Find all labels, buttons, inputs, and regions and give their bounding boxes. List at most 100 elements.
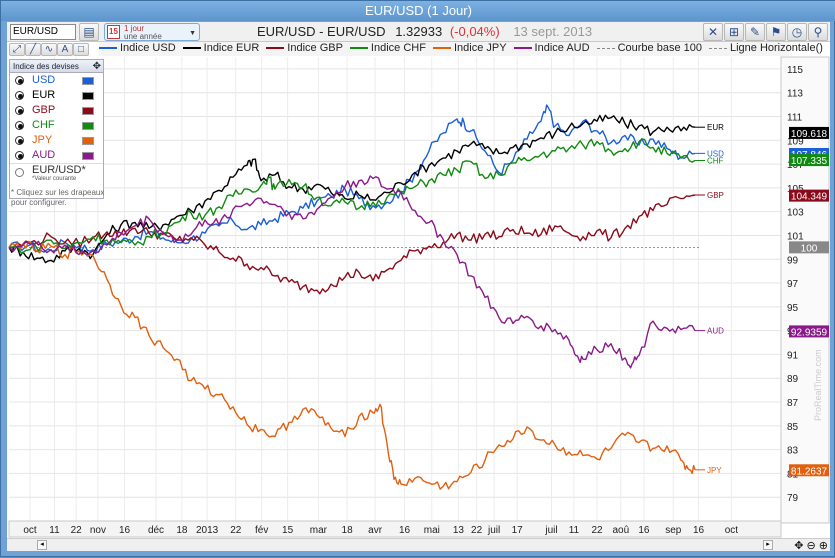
- magnify-icon[interactable]: ⚲: [808, 23, 828, 41]
- flag-icon[interactable]: [82, 137, 94, 145]
- cursor-icon[interactable]: ⤢: [9, 43, 25, 56]
- currency-option-jpy[interactable]: JPY: [10, 133, 103, 148]
- legend-item[interactable]: Courbe base 100: [596, 42, 702, 54]
- instrument-headline: EUR/USD - EUR/USD 1.32933 (-0,04%) 13 se…: [257, 24, 592, 39]
- currency-code: GBP: [32, 104, 56, 116]
- x-tick-label: 22: [71, 525, 83, 536]
- legend-label: Indice AUD: [534, 42, 590, 54]
- flag-icon[interactable]: [82, 107, 94, 115]
- scroll-left-icon[interactable]: ◂: [37, 540, 47, 550]
- axis-value-badge-label: 100: [801, 243, 818, 254]
- y-tick-label: 113: [787, 89, 803, 100]
- currency-radio[interactable]: [15, 106, 24, 115]
- flag-icon[interactable]: [82, 152, 94, 160]
- end-label: JPY: [707, 466, 722, 475]
- currency-option-eur[interactable]: EUR: [10, 88, 103, 103]
- axis-value-badge-label: 104.349: [791, 192, 828, 203]
- axis-value-badge: [789, 189, 829, 202]
- x-tick-label: déc: [148, 525, 164, 536]
- flag-icon[interactable]: [82, 77, 94, 85]
- legend-item[interactable]: Indice JPY: [432, 42, 507, 54]
- x-tick-label: 11: [49, 525, 60, 536]
- line-icon[interactable]: ╱: [25, 43, 41, 56]
- flag-icon[interactable]: [82, 92, 94, 100]
- x-tick-label: 18: [176, 525, 188, 536]
- navigation-icons[interactable]: ✥ ⊖ ⊕: [794, 540, 828, 552]
- flag-icon[interactable]: [82, 122, 94, 130]
- base-option[interactable]: EUR/USD* *Valeur courante: [10, 163, 103, 183]
- x-tick-label: 22: [471, 525, 483, 536]
- text-icon[interactable]: A: [57, 43, 73, 56]
- currency-radio[interactable]: [15, 151, 24, 160]
- window-title: EUR/USD (1 Jour): [1, 1, 835, 21]
- currency-radio[interactable]: [15, 121, 24, 130]
- scroll-right-icon[interactable]: ▸: [763, 540, 773, 550]
- legend-item[interactable]: Indice AUD: [513, 42, 590, 54]
- period-selector[interactable]: 15 1 jour une année ▼: [104, 23, 200, 41]
- base-radio[interactable]: [15, 168, 24, 177]
- x-tick-label: 11: [569, 525, 580, 536]
- chart-add-icon[interactable]: ⊞: [724, 23, 744, 41]
- currency-code: CHF: [32, 119, 55, 131]
- legend-label: Indice USD: [120, 42, 176, 54]
- axis-value-badge-label: 92.9359: [791, 327, 828, 338]
- currency-option-chf[interactable]: CHF: [10, 118, 103, 133]
- legend-swatch: [349, 47, 368, 50]
- axis-value-badge: [789, 325, 829, 338]
- currency-radio[interactable]: [15, 91, 24, 100]
- series-line-jpy: [8, 240, 696, 490]
- x-tick-label: mai: [424, 525, 440, 536]
- x-axis: oct 11 22 nov 16 déc 18 2013 22 fév 15 mar 18 avr 16 ma…: [8, 520, 782, 538]
- period-line1: 1 jour: [124, 24, 145, 33]
- currency-option-usd[interactable]: USD: [10, 73, 103, 88]
- x-tick-label: 15: [282, 525, 294, 536]
- chart-tools: ⤢ ╱ ∿ A □: [9, 43, 89, 56]
- axis-value-badge: [789, 241, 829, 254]
- legend-item[interactable]: Ligne Horizontale(): [708, 42, 823, 54]
- panel-title: Indice des devises ✥: [10, 60, 103, 73]
- box-icon[interactable]: □: [73, 43, 89, 56]
- y-tick-label: 105: [787, 184, 804, 195]
- axis-value-badge: [789, 464, 829, 477]
- series-lines: [8, 104, 696, 490]
- legend-label: Indice CHF: [370, 42, 426, 54]
- legend-item[interactable]: Indice GBP: [266, 42, 343, 54]
- y-tick-label: 99: [787, 255, 799, 266]
- book-icon[interactable]: ▤: [79, 23, 99, 41]
- base-label: EUR/USD*: [32, 164, 86, 176]
- pencil-icon[interactable]: ✎: [745, 23, 765, 41]
- y-tick-label: 83: [787, 446, 799, 457]
- series-line-aud: [8, 175, 696, 369]
- y-tick-label: 101: [787, 231, 804, 242]
- indicator-icon[interactable]: ∿: [41, 43, 57, 56]
- currency-code: USD: [32, 74, 56, 86]
- y-tick-label: 97: [787, 279, 799, 290]
- symbol-input[interactable]: EUR/USD: [10, 24, 76, 40]
- y-tick-label: 111: [787, 112, 803, 123]
- currency-code: EUR: [32, 89, 56, 101]
- move-icon[interactable]: ✥: [92, 61, 101, 72]
- legend-label: Indice EUR: [203, 42, 260, 54]
- y-tick-label: 103: [787, 208, 804, 219]
- currency-radio[interactable]: [15, 136, 24, 145]
- legend-label: Ligne Horizontale(): [729, 42, 823, 54]
- end-label: CHF: [707, 157, 724, 166]
- y-tick-label: 79: [787, 493, 799, 504]
- clock-icon[interactable]: ◷: [787, 23, 807, 41]
- currency-radio[interactable]: [15, 76, 24, 85]
- y-axis: 7981838587899193959799101103105107109111…: [780, 56, 830, 524]
- currency-option-aud[interactable]: AUD: [10, 148, 103, 163]
- tools-icon[interactable]: ✕: [703, 23, 723, 41]
- legend-item[interactable]: Indice USD: [99, 42, 176, 54]
- legend-item[interactable]: Indice CHF: [349, 42, 426, 54]
- x-tick-label: aoû: [612, 525, 629, 536]
- currency-option-gbp[interactable]: GBP: [10, 103, 103, 118]
- bottom-scrollbar[interactable]: ◂ ▸ ✥ ⊖ ⊕: [7, 538, 830, 552]
- alert-icon[interactable]: ⚑: [766, 23, 786, 41]
- chart-legend: Indice USD Indice EUR Indice GBP Indice CHF…: [99, 42, 823, 56]
- legend-item[interactable]: Indice EUR: [182, 42, 260, 54]
- x-axis-panel: [8, 520, 782, 538]
- panel-note: * Cliquez sur les drapeaux pour configur…: [11, 188, 105, 207]
- toolbar: EUR/USD ▤ 15 1 jour une année ▼ EUR/USD …: [7, 22, 830, 42]
